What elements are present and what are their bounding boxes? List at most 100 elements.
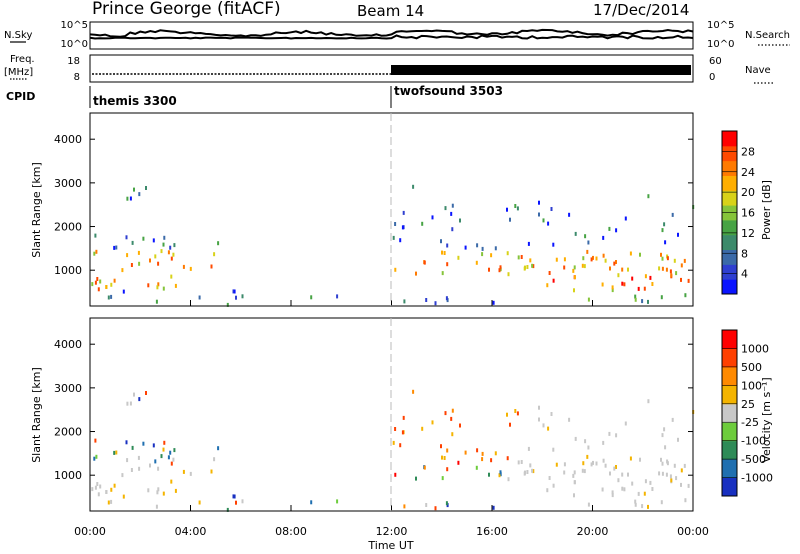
scatter-cell: [661, 471, 664, 476]
scatter-cell: [125, 440, 128, 445]
scatter-cell: [155, 299, 158, 304]
scatter-cell: [527, 241, 530, 246]
scatter-cell: [163, 440, 166, 445]
velocity-panel: 1000 2000 3000 4000 Slant Range [km]: [30, 317, 695, 512]
y-tick-label: 4000: [54, 133, 82, 146]
nsky-strip: N.Sky 10^5 10^0 10^5 10^0 N.Search: [4, 20, 790, 50]
scatter-cell: [492, 300, 495, 305]
scatter-cell: [162, 491, 165, 496]
scatter-cell: [94, 438, 97, 443]
scatter-cell: [547, 426, 550, 431]
scatter-cell: [113, 483, 116, 488]
scatter-cell: [110, 294, 113, 299]
scatter-cell: [611, 288, 614, 293]
scatter-cell: [584, 234, 587, 239]
scatter-cell: [444, 411, 447, 416]
scatter-cell: [583, 469, 586, 474]
scatter-cell: [542, 218, 545, 223]
scatter-cell: [604, 258, 607, 263]
scatter-cell: [552, 447, 555, 452]
power-cells: [91, 184, 695, 307]
scatter-cell: [170, 461, 173, 466]
scatter-cell: [623, 282, 626, 287]
scatter-cell: [660, 457, 662, 462]
scatter-cell: [611, 285, 614, 290]
scatter-cell: [421, 221, 424, 226]
scatter-cell: [412, 389, 415, 394]
scatter-cell: [336, 294, 339, 299]
scatter-cell: [663, 427, 666, 432]
scatter-cell: [683, 258, 686, 263]
scatter-cell: [133, 187, 135, 192]
scatter-cell: [663, 222, 666, 227]
scatter-cell: [97, 492, 100, 497]
scatter-cell: [154, 254, 157, 259]
scatter-cell: [403, 504, 406, 509]
scatter-cell: [609, 266, 611, 271]
scatter-cell: [160, 249, 163, 254]
scatter-cell: [587, 445, 590, 450]
scatter-cell: [687, 483, 690, 488]
velocity-colorbar-label: Velocity [m s⁻¹]: [760, 377, 773, 462]
colorbar-tick-label: 4: [741, 268, 748, 281]
scatter-cell: [639, 252, 641, 257]
scatter-cell: [532, 469, 535, 474]
scatter-cell: [644, 274, 647, 279]
scatter-cell: [394, 472, 397, 477]
power-colorbar-label: Power [dB]: [760, 180, 773, 240]
scatter-cell: [131, 240, 134, 245]
colorbar-swatch: [722, 190, 737, 206]
scatter-cell: [198, 500, 201, 505]
scatter-cell: [425, 503, 428, 507]
scatter-cell: [538, 212, 540, 217]
scatter-cell: [574, 436, 577, 441]
scatter-cell: [623, 487, 626, 492]
scatter-cell: [684, 498, 687, 503]
scatter-cell: [601, 487, 604, 492]
scatter-cell: [586, 249, 589, 254]
scatter-cell: [226, 302, 229, 307]
scatter-cell: [434, 301, 437, 306]
scatter-cell: [160, 454, 163, 459]
nave-tick-top: 60: [709, 56, 722, 67]
scatter-cell: [481, 457, 484, 462]
scatter-cell: [440, 444, 442, 449]
scatter-cell: [488, 472, 490, 477]
scatter-cell: [210, 469, 213, 474]
scatter-cell: [110, 499, 113, 504]
colorbar-swatch: [722, 249, 737, 265]
scatter-cell: [138, 261, 141, 266]
scatter-cell: [490, 458, 493, 463]
scatter-cell: [506, 207, 508, 212]
colorbar-tick-label: 16: [741, 207, 755, 220]
scatter-cell: [647, 299, 649, 304]
scatter-cell: [399, 238, 402, 243]
velocity-colorbar: 1000 500 100 25 -25 -100 -500 -1000: [721, 329, 773, 497]
x-tick-label: 00:00: [74, 525, 106, 538]
scatter-cell: [137, 250, 140, 255]
scatter-cell: [613, 261, 616, 266]
scatter-cell: [96, 482, 99, 486]
scatter-cell: [110, 487, 113, 492]
scatter-cell: [174, 488, 177, 493]
scatter-cell: [611, 490, 614, 495]
scatter-cell: [507, 477, 510, 482]
scatter-cell: [658, 471, 661, 476]
scatter-cell: [336, 499, 339, 504]
velocity-cells: [91, 389, 695, 512]
scatter-cell: [555, 462, 558, 467]
scatter-cell: [602, 440, 605, 445]
scatter-cell: [157, 466, 160, 471]
scatter-cell: [122, 494, 125, 499]
scatter-cell: [421, 426, 424, 431]
scatter-cell: [666, 256, 669, 261]
scatter-cell: [464, 450, 467, 455]
scatter-cell: [403, 299, 406, 304]
colorbar-swatch: [722, 366, 737, 386]
scatter-cell: [573, 493, 575, 498]
beam-title: Beam 14: [357, 2, 424, 20]
scatter-cell: [546, 283, 549, 288]
scatter-cell: [392, 440, 395, 445]
scatter-cell: [446, 262, 449, 267]
scatter-cell: [631, 276, 634, 281]
